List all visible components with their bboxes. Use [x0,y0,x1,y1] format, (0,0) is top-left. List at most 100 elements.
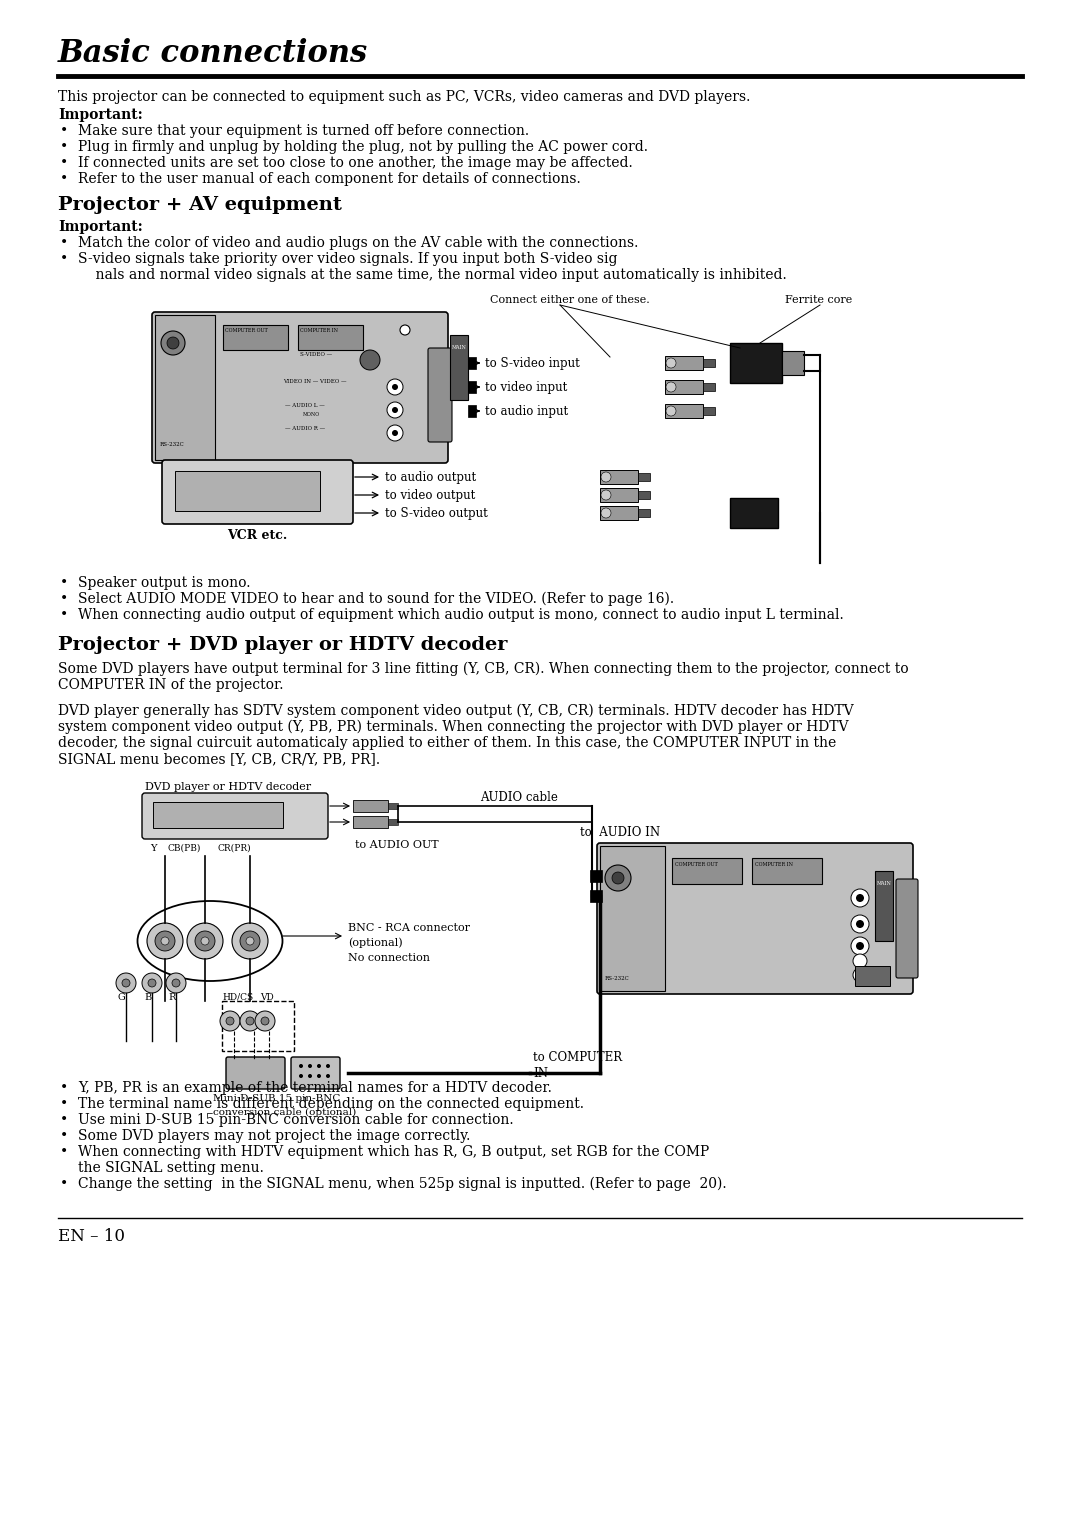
Text: EN – 10: EN – 10 [58,1229,125,1245]
Bar [703,384,715,391]
Bar [600,847,665,992]
Text: Y, PB, PR is an example of the terminal names for a HDTV decoder.: Y, PB, PR is an example of the terminal … [78,1080,552,1096]
Text: Basic connections: Basic connections [58,38,368,69]
Text: When connecting audio output of equipment which audio output is mono, connect to: When connecting audio output of equipmen… [78,608,843,622]
FancyBboxPatch shape [896,879,918,978]
Text: •: • [60,591,68,607]
Text: to audio output: to audio output [384,471,476,484]
Bar [782,351,804,374]
Text: CB(PB): CB(PB) [167,843,201,853]
Circle shape [172,979,180,987]
Bar [590,889,602,902]
Text: Select AUDIO MODE VIDEO to hear and to sound for the VIDEO. (Refer to page 16).: Select AUDIO MODE VIDEO to hear and to s… [78,591,674,607]
Text: COMPUTER OUT: COMPUTER OUT [675,862,718,866]
Bar [752,859,822,885]
Circle shape [851,915,869,934]
Text: MAIN: MAIN [877,882,892,886]
Bar [353,816,388,828]
Text: MONO: MONO [303,413,320,417]
Bar [222,1001,294,1051]
Text: to AUDIO OUT: to AUDIO OUT [355,840,438,850]
Circle shape [240,931,260,950]
Circle shape [167,338,179,348]
Bar [388,804,399,808]
Circle shape [187,923,222,960]
Circle shape [255,1012,275,1031]
Text: No connection: No connection [348,953,430,963]
Circle shape [141,973,162,993]
Circle shape [232,923,268,960]
Circle shape [318,1063,321,1068]
Text: VIDEO IN — VIDEO —: VIDEO IN — VIDEO — [283,379,347,384]
Text: •: • [60,252,68,266]
Text: DVD player or HDTV decoder: DVD player or HDTV decoder [145,782,311,792]
Circle shape [387,379,403,396]
Circle shape [195,931,215,950]
Bar [175,471,320,510]
Circle shape [326,1074,330,1077]
Text: Some DVD players have output terminal for 3 line fitting (Y, CB, CR). When conne: Some DVD players have output terminal fo… [58,662,908,677]
Circle shape [261,1018,269,1025]
Bar [665,403,703,419]
Circle shape [161,937,168,944]
Bar [703,359,715,367]
Text: •: • [60,608,68,622]
Circle shape [240,1012,260,1031]
Circle shape [851,889,869,908]
Text: S-VIDEO —: S-VIDEO — [300,351,333,358]
Text: Projector + AV equipment: Projector + AV equipment [58,196,342,214]
Circle shape [148,979,156,987]
Text: the SIGNAL setting menu.: the SIGNAL setting menu. [78,1161,264,1175]
Text: •: • [60,1080,68,1096]
Bar [638,474,650,481]
Text: Change the setting  in the SIGNAL menu, when 525p signal is inputted. (Refer to : Change the setting in the SIGNAL menu, w… [78,1177,727,1192]
Text: Mini D-SUB 15 pin-BNC: Mini D-SUB 15 pin-BNC [213,1094,340,1103]
Circle shape [612,872,624,885]
Bar [730,498,778,529]
Circle shape [851,937,869,955]
Bar [156,315,215,460]
FancyBboxPatch shape [428,348,453,442]
Text: BNC - RCA connector: BNC - RCA connector [348,923,470,934]
Circle shape [308,1074,312,1077]
Text: IN: IN [534,1067,548,1080]
Text: Make sure that your equipment is turned off before connection.: Make sure that your equipment is turned … [78,124,529,138]
Bar [638,509,650,516]
FancyBboxPatch shape [597,843,913,995]
Circle shape [147,923,183,960]
Text: to video input: to video input [485,380,567,394]
Text: CR(PR): CR(PR) [217,843,251,853]
FancyBboxPatch shape [226,1057,285,1089]
Bar [875,871,893,941]
Circle shape [122,979,130,987]
Circle shape [299,1063,303,1068]
Bar [665,356,703,370]
Text: COMPUTER IN: COMPUTER IN [300,329,338,333]
Text: Refer to the user manual of each component for details of connections.: Refer to the user manual of each compone… [78,173,581,186]
Circle shape [666,358,676,368]
Bar [468,380,476,393]
Circle shape [226,1018,234,1025]
Circle shape [116,973,136,993]
Text: RS-232C: RS-232C [160,442,185,448]
Circle shape [246,937,254,944]
Circle shape [392,384,399,390]
Circle shape [853,953,867,969]
Text: •: • [60,141,68,154]
Text: VD: VD [260,993,273,1002]
Text: system component video output (Y, PB, PR) terminals. When connecting the project: system component video output (Y, PB, PR… [58,720,849,735]
Text: conversion cable (optional): conversion cable (optional) [213,1108,356,1117]
Text: Ferrite core: Ferrite core [785,295,852,306]
Circle shape [387,425,403,442]
Text: to COMPUTER: to COMPUTER [534,1051,622,1063]
FancyBboxPatch shape [152,312,448,463]
Bar [855,966,890,986]
FancyBboxPatch shape [162,460,353,524]
Circle shape [600,507,611,518]
Text: Some DVD players may not project the image correctly.: Some DVD players may not project the ima… [78,1129,471,1143]
Bar [468,405,476,417]
Bar [450,335,468,400]
FancyBboxPatch shape [141,793,328,839]
Bar [222,325,288,350]
Circle shape [666,406,676,416]
